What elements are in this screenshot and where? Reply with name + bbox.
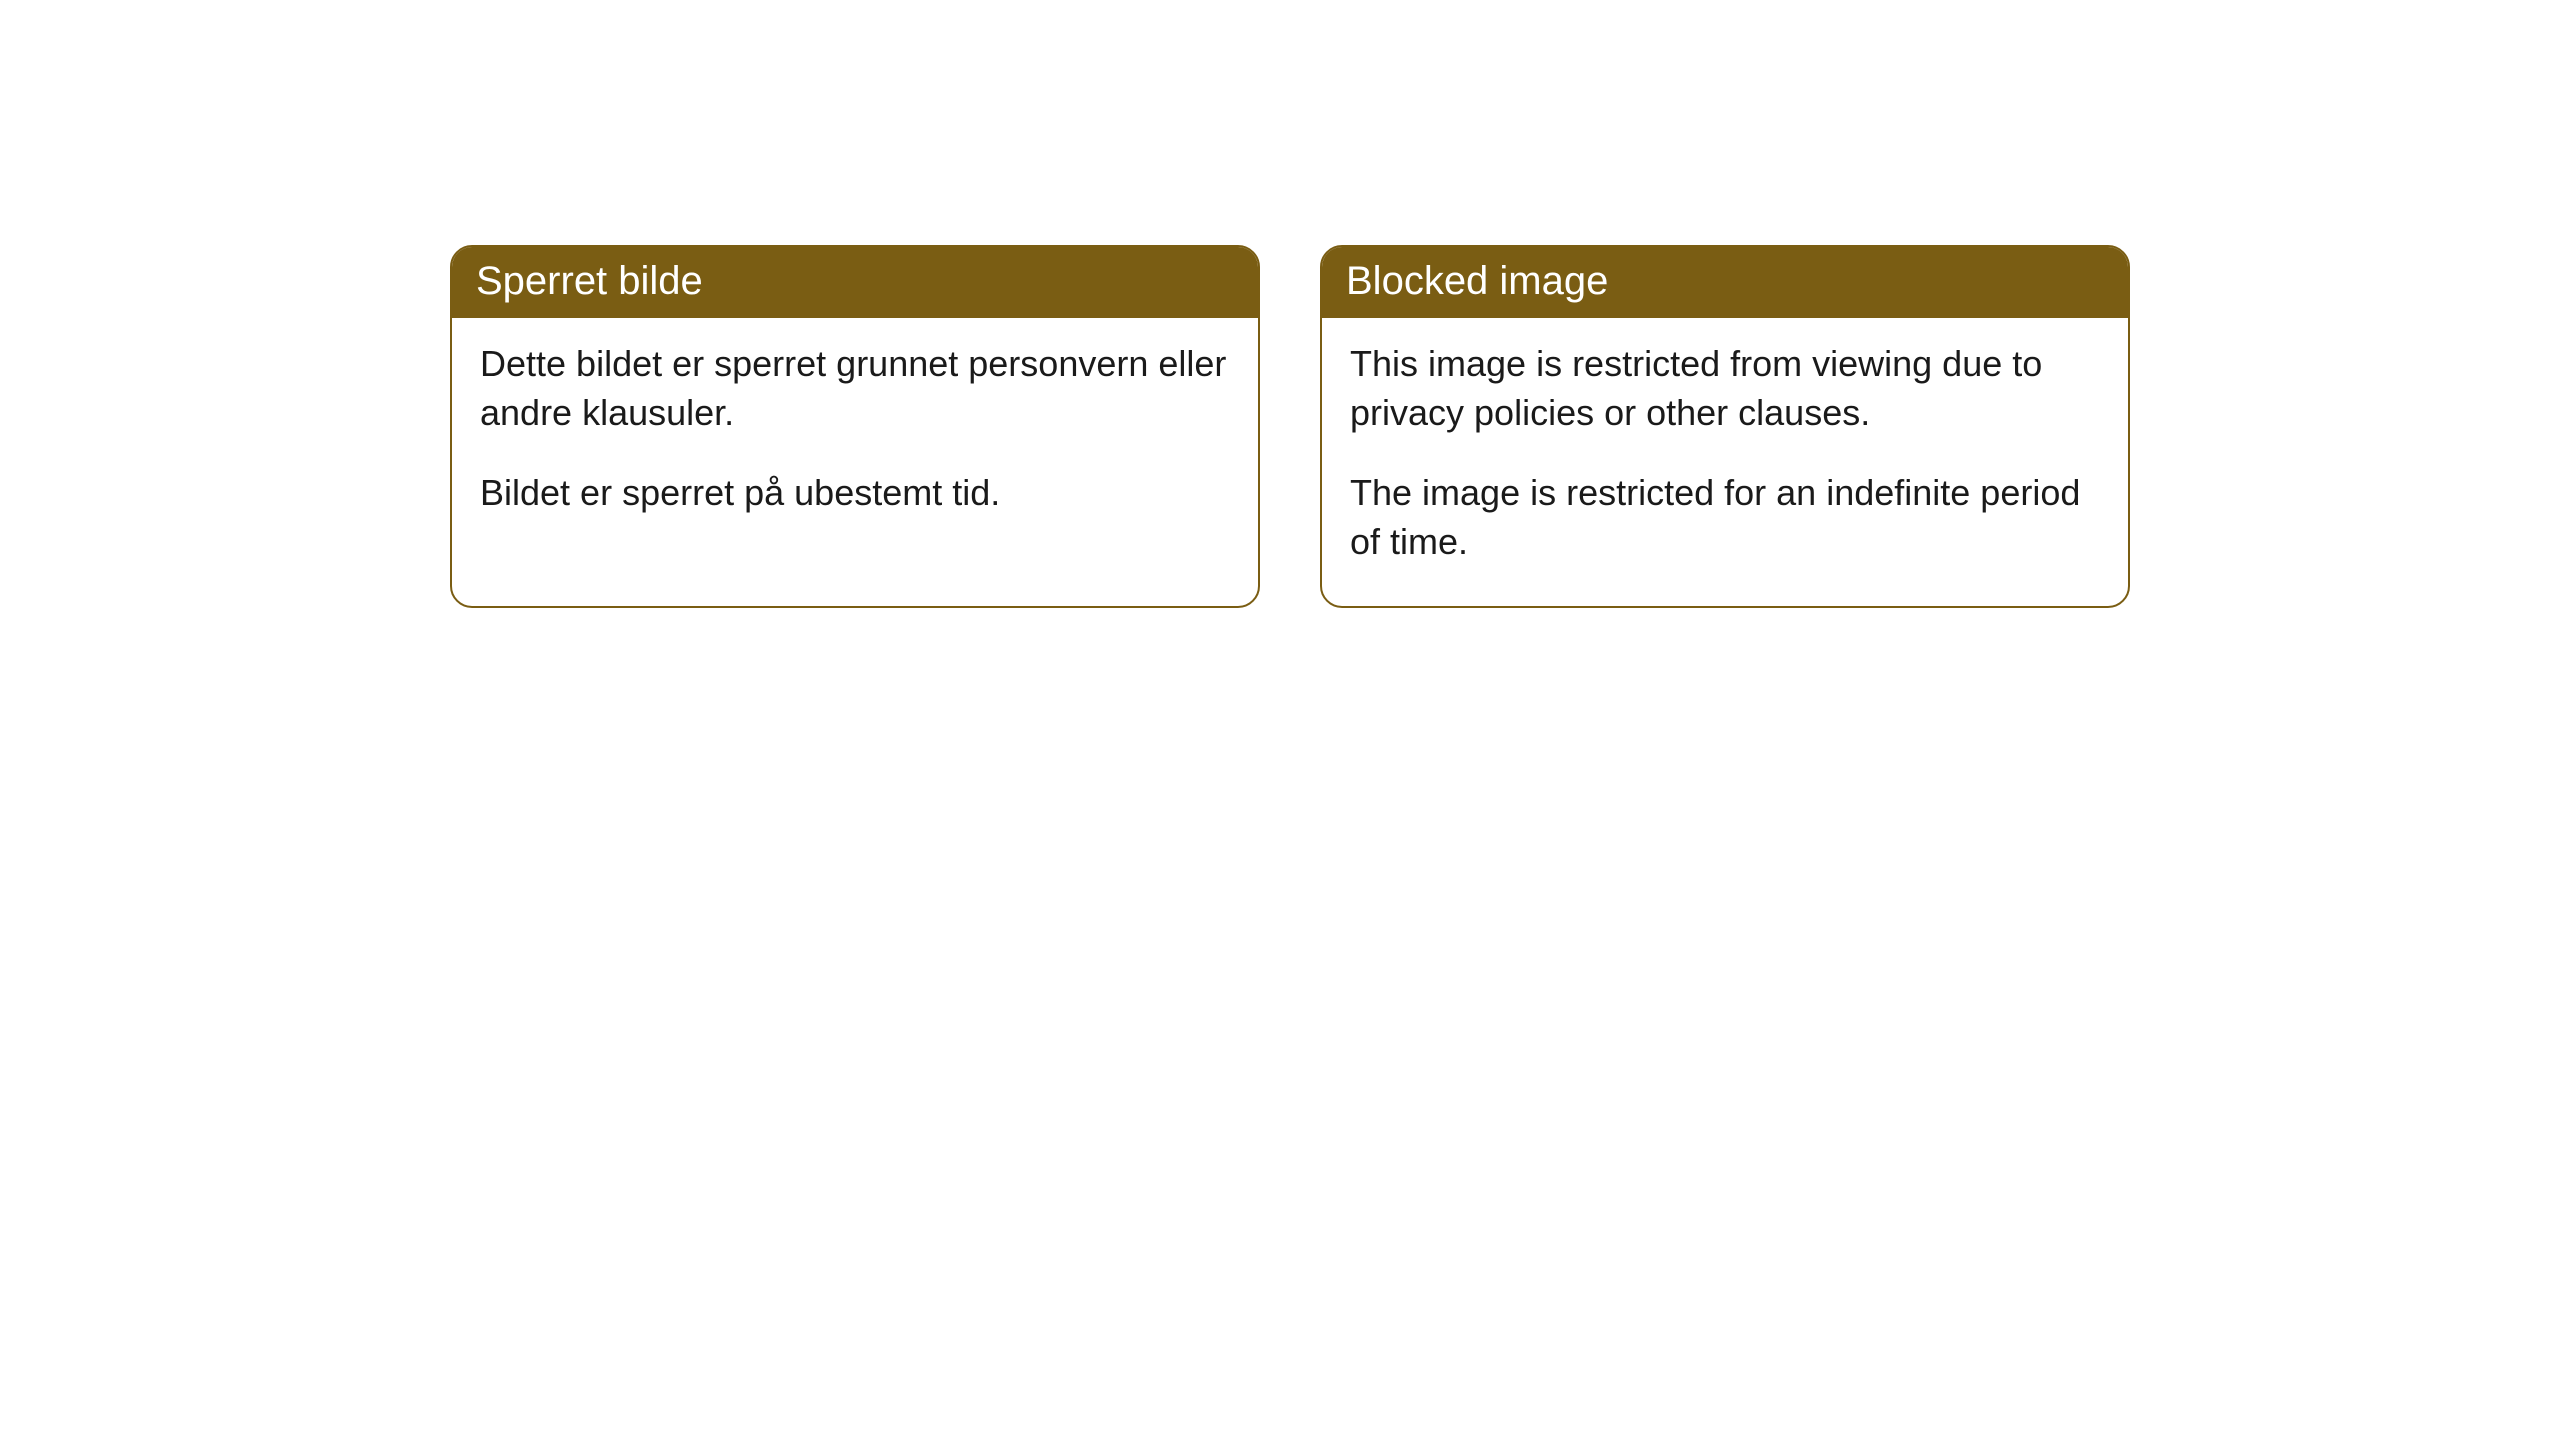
card-header: Blocked image [1322, 247, 2128, 318]
card-header: Sperret bilde [452, 247, 1258, 318]
card-paragraph: This image is restricted from viewing du… [1350, 340, 2100, 437]
card-body: This image is restricted from viewing du… [1322, 318, 2128, 606]
card-paragraph: Bildet er sperret på ubestemt tid. [480, 469, 1230, 518]
blocked-image-card-norwegian: Sperret bilde Dette bildet er sperret gr… [450, 245, 1260, 608]
card-paragraph: The image is restricted for an indefinit… [1350, 469, 2100, 566]
card-body: Dette bildet er sperret grunnet personve… [452, 318, 1258, 558]
notice-cards-container: Sperret bilde Dette bildet er sperret gr… [0, 0, 2560, 608]
blocked-image-card-english: Blocked image This image is restricted f… [1320, 245, 2130, 608]
card-paragraph: Dette bildet er sperret grunnet personve… [480, 340, 1230, 437]
